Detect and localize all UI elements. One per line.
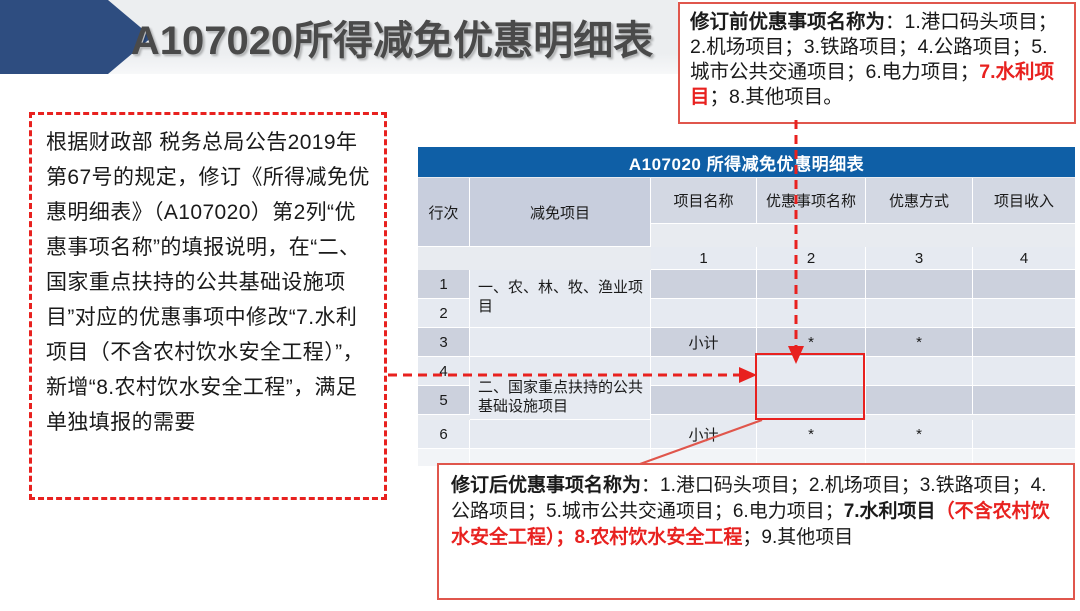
row-benefitname [757,357,866,386]
row-benefitname [757,270,866,299]
row-benefitmethod: * [866,420,973,449]
note-box: 根据财政部 税务总局公告2019年第67号的规定，修订《所得减免优惠明细表》（A… [29,112,387,500]
row-benefitname [757,299,866,328]
table-row: 5 二、国家重点扶持的公共基础设施项目 [418,374,1075,420]
row-projname: 小计 [651,420,757,449]
after-revision-red-paren: （不含农村饮水安全工程）； [451,501,1050,548]
row-projincome [973,420,1075,449]
row-projincome [973,357,1075,386]
after-revision-red-8: 8.农村饮水安全工程 [574,527,743,548]
after-revision-items-1: 1.港口码头项目；2.机场项目；3.铁路项目；4.公路项目；5.城市公共交通项目… [451,475,1047,522]
row-projname: 小计 [651,328,757,357]
highlighted-cell-outline [755,353,865,420]
row-projname [651,299,757,328]
page-title: A107020所得减免优惠明细表 [130,19,654,63]
row-projincome [973,299,1075,328]
row-projincome [973,328,1075,357]
after-revision-items-2: ；9.其他项目 [742,527,854,548]
table-colnum-3: 3 [866,247,973,270]
before-revision-text: 修订前优惠事项名称为：1.港口码头项目；2.机场项目；3.铁路项目；4.公路项目… [690,10,1066,110]
table-row: 2 一、农、林、牧、渔业项目 [418,270,1075,328]
before-revision-highlight: 7.水利项目 [690,61,1055,108]
row-number: 6 [418,420,470,449]
row-projname [651,357,757,386]
after-revision-colon: ： [641,475,661,496]
row-benefitname [757,386,866,415]
row-benefitmethod [866,357,973,386]
table-header-item: 减免项目 [470,178,651,247]
table-header-projname: 项目名称 [651,178,757,224]
row-number: 5 [418,386,470,415]
before-revision-label: 修订前优惠事项名称为 [690,11,886,33]
row-number: 1 [418,270,470,299]
row-benefitname: * [757,328,866,357]
row-item: 一、农、林、牧、渔业项目 [470,270,651,328]
before-revision-box: 修订前优惠事项名称为：1.港口码头项目；2.机场项目；3.铁路项目；4.公路项目… [678,2,1076,124]
table-row: 3 小计 * * [418,328,1075,357]
row-number: 4 [418,357,470,386]
row-projincome [973,386,1075,415]
note-text: 根据财政部 税务总局公告2019年第67号的规定，修订《所得减免优惠明细表》（A… [46,131,370,434]
table-grid: 行次 减免项目 项目名称 优惠事项名称 优惠方式 项目收入 1 2 3 4 1 [418,178,1075,467]
before-revision-colon: ： [885,11,905,33]
row-benefitname: * [757,420,866,449]
row-number: 3 [418,328,470,357]
table-header-projincome: 项目收入 [973,178,1075,224]
after-revision-bold-7: 7.水利项目 [843,501,936,522]
form-table: A107020 所得减免优惠明细表 行次 减免项目 项目名称 优惠事项名称 优惠… [418,147,1075,467]
after-revision-label: 修订后优惠事项名称为 [451,475,642,496]
row-projname [651,270,757,299]
row-number: 2 [418,299,470,328]
table-header-benefitmethod: 优惠方式 [866,178,973,224]
table-colnum-2: 2 [757,247,866,270]
table-row: 6 小计 * * [418,420,1075,449]
after-revision-text: 修订后优惠事项名称为：1.港口码头项目；2.机场项目；3.铁路项目；4.公路项目… [451,473,1063,551]
row-benefitmethod [866,299,973,328]
row-benefitmethod [866,270,973,299]
table-title: A107020 所得减免优惠明细表 [418,147,1075,177]
row-benefitmethod: * [866,328,973,357]
row-projname [651,386,757,415]
table-header-row-2: 1 2 3 4 [651,247,1075,270]
before-revision-items-1: 1.港口码头项目；2.机场项目；3.铁路项目；4.公路项目；5.城市公共交通项目… [690,11,1058,83]
after-revision-box: 修订后优惠事项名称为：1.港口码头项目；2.机场项目；3.铁路项目；4.公路项目… [437,463,1075,600]
table-header-rowno: 行次 [418,178,470,247]
row-item: 二、国家重点扶持的公共基础设施项目 [470,374,651,420]
table-colnum-1: 1 [651,247,757,270]
row-benefitmethod [866,386,973,415]
row-projincome [973,270,1075,299]
table-header-row-1: 行次 减免项目 项目名称 优惠事项名称 优惠方式 项目收入 [418,178,1075,247]
table-header-benefitname: 优惠事项名称 [757,178,866,224]
row-item [470,328,651,357]
table-colnum-4: 4 [973,247,1075,270]
before-revision-items-2: ；8.其他项目。 [709,86,843,108]
row-item [470,420,651,449]
